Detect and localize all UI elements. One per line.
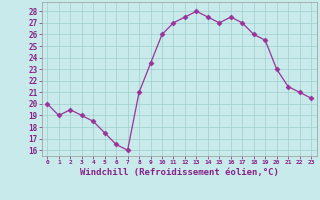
X-axis label: Windchill (Refroidissement éolien,°C): Windchill (Refroidissement éolien,°C) <box>80 168 279 177</box>
